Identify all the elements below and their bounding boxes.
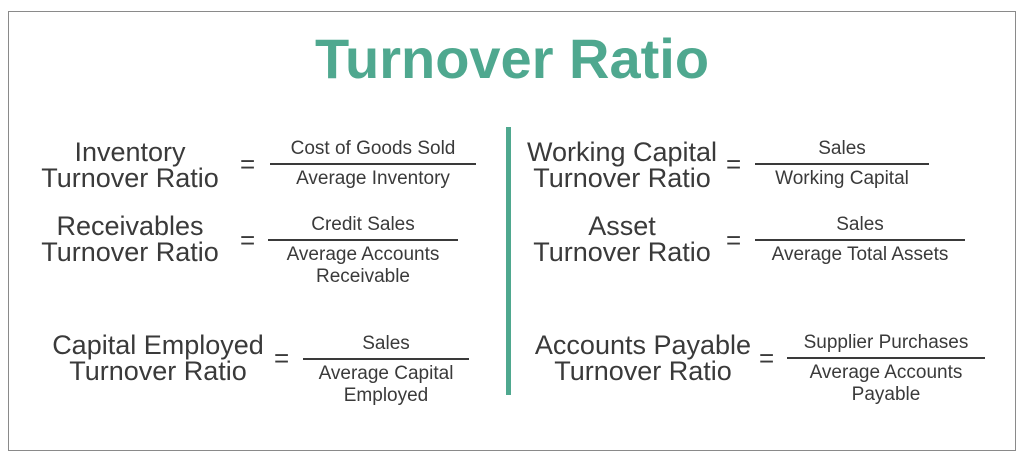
asset-denominator: Average Total Assets bbox=[771, 244, 949, 265]
column-divider bbox=[506, 127, 511, 395]
working-capital-fraction: Sales Working Capital bbox=[755, 138, 929, 190]
capital-employed-label-line2: Turnover Ratio bbox=[69, 356, 247, 386]
accounts-payable-label-line2: Turnover Ratio bbox=[554, 356, 732, 386]
inventory-label-line2: Turnover Ratio bbox=[41, 163, 219, 193]
receivables-numerator: Credit Sales bbox=[311, 214, 415, 235]
receivables-equals: = bbox=[240, 225, 256, 255]
accounts-payable-equals: = bbox=[759, 343, 775, 373]
asset-label-line2: Turnover Ratio bbox=[533, 237, 711, 267]
receivables-denominator-line1: Average Accounts bbox=[286, 244, 440, 265]
inventory-numerator: Cost of Goods Sold bbox=[290, 138, 456, 159]
inventory-equals: = bbox=[240, 149, 256, 179]
asset-fraction: Sales Average Total Assets bbox=[755, 214, 965, 266]
capital-employed-label-line1: Capital Employed bbox=[52, 330, 264, 360]
working-capital-equals: = bbox=[726, 149, 742, 179]
asset-label-line1: Asset bbox=[588, 211, 656, 241]
working-capital-fraction-bar bbox=[755, 163, 929, 165]
receivables-label: Receivables Turnover Ratio bbox=[30, 211, 230, 267]
inventory-fraction-bar bbox=[270, 163, 476, 165]
diagram-title: Turnover Ratio bbox=[314, 27, 710, 90]
working-capital-label: Working Capital Turnover Ratio bbox=[519, 137, 725, 193]
capital-employed-fraction-bar bbox=[303, 358, 469, 360]
receivables-fraction-bar bbox=[268, 239, 458, 241]
asset-numerator: Sales bbox=[836, 214, 884, 235]
asset-fraction-bar bbox=[755, 239, 965, 241]
receivables-denominator-line2: Receivable bbox=[316, 266, 410, 287]
asset-equals: = bbox=[726, 225, 742, 255]
capital-employed-equals: = bbox=[274, 343, 290, 373]
inventory-denominator: Average Inventory bbox=[296, 168, 450, 189]
accounts-payable-denominator-line1: Average Accounts bbox=[809, 362, 963, 383]
diagram-frame bbox=[8, 11, 1016, 451]
working-capital-label-line1: Working Capital bbox=[526, 137, 718, 167]
capital-employed-denominator-line1: Average Capital bbox=[318, 363, 454, 384]
accounts-payable-label: Accounts Payable Turnover Ratio bbox=[528, 330, 758, 386]
working-capital-numerator: Sales bbox=[818, 138, 866, 159]
capital-employed-denominator-line2: Employed bbox=[343, 385, 429, 406]
inventory-fraction: Cost of Goods Sold Average Inventory bbox=[270, 138, 476, 190]
accounts-payable-fraction-bar bbox=[787, 357, 985, 359]
accounts-payable-fraction: Supplier Purchases Average Accounts Paya… bbox=[787, 332, 985, 406]
capital-employed-numerator: Sales bbox=[362, 333, 410, 354]
accounts-payable-numerator: Supplier Purchases bbox=[803, 332, 969, 353]
receivables-fraction: Credit Sales Average Accounts Receivable bbox=[268, 214, 458, 288]
inventory-label-line1: Inventory bbox=[74, 137, 186, 167]
accounts-payable-label-line1: Accounts Payable bbox=[534, 330, 752, 360]
receivables-label-line1: Receivables bbox=[56, 211, 204, 241]
working-capital-label-line2: Turnover Ratio bbox=[533, 163, 711, 193]
capital-employed-fraction: Sales Average Capital Employed bbox=[303, 333, 469, 407]
inventory-label: Inventory Turnover Ratio bbox=[30, 137, 230, 193]
capital-employed-label: Capital Employed Turnover Ratio bbox=[44, 330, 272, 386]
working-capital-denominator: Working Capital bbox=[775, 168, 909, 189]
receivables-label-line2: Turnover Ratio bbox=[41, 237, 219, 267]
accounts-payable-denominator-line2: Payable bbox=[851, 384, 921, 405]
asset-label: Asset Turnover Ratio bbox=[519, 211, 725, 267]
